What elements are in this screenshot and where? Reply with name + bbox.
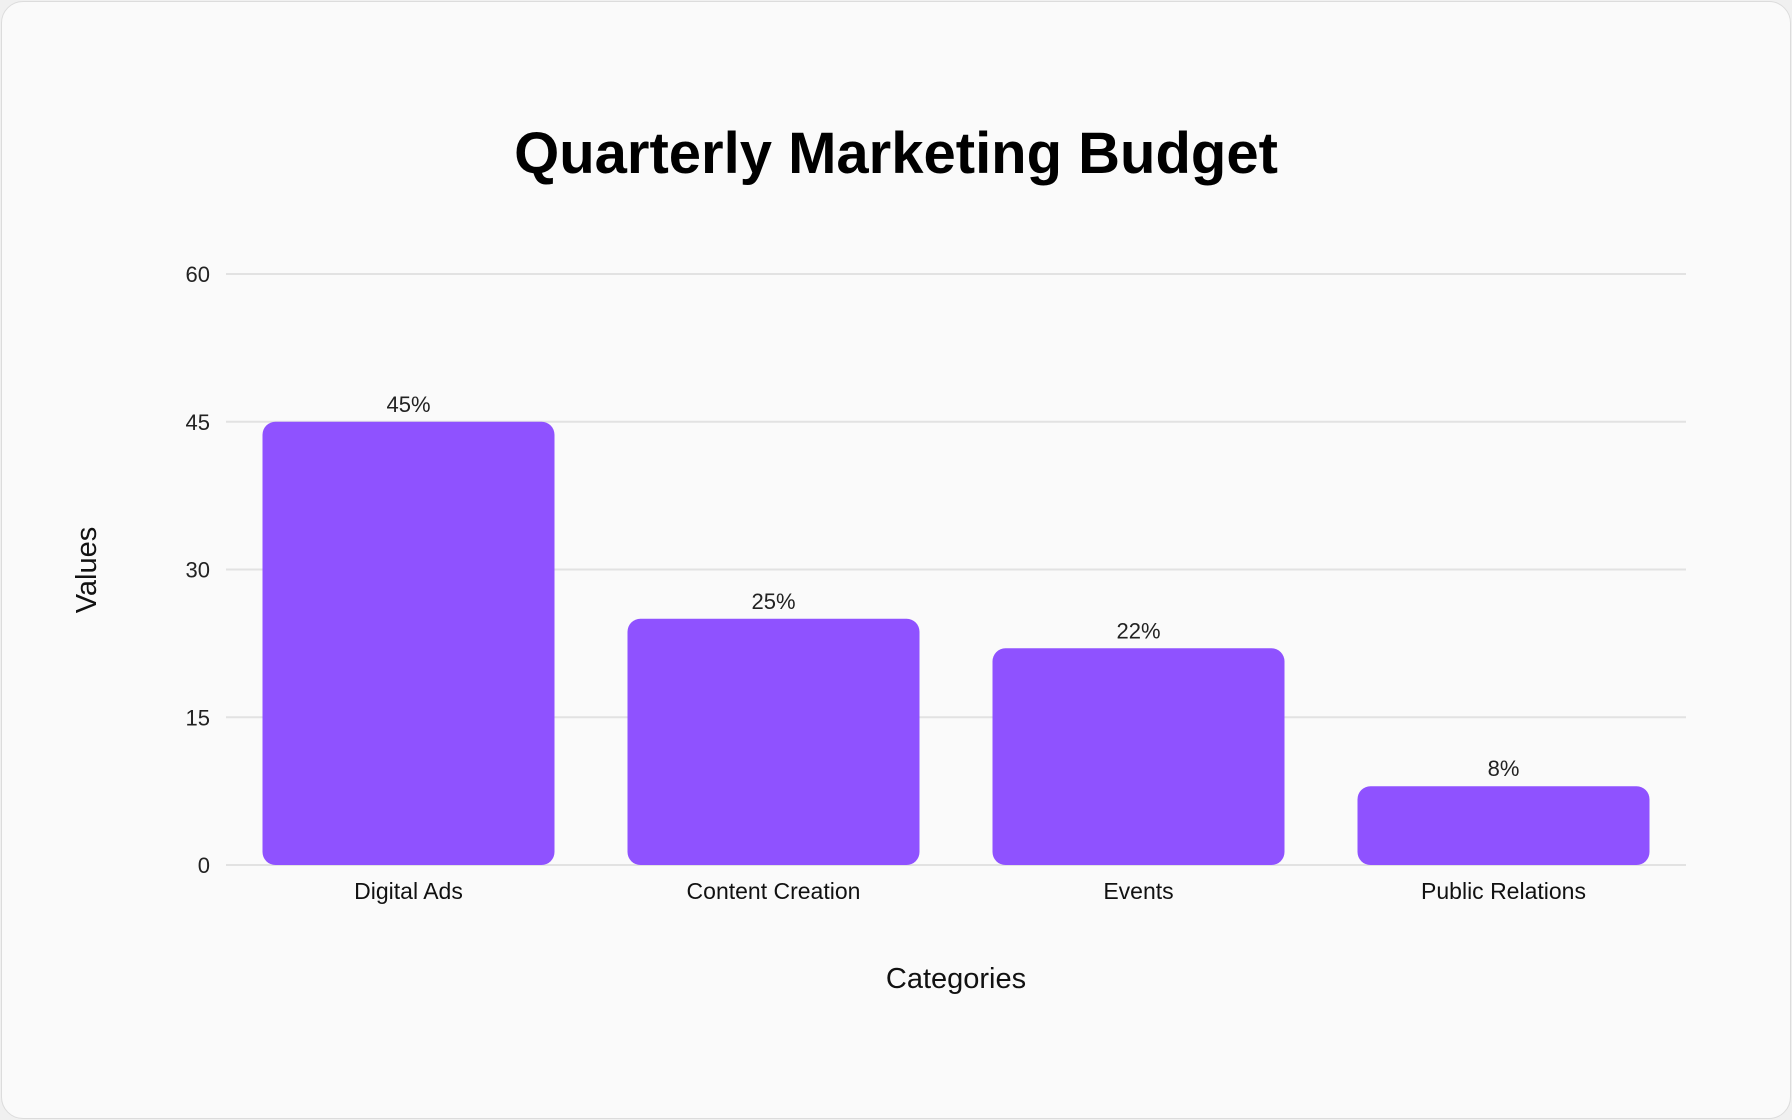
bar	[262, 421, 555, 865]
data-label: 45%	[386, 392, 430, 417]
data-label: 22%	[1116, 618, 1160, 643]
y-tick-label: 15	[186, 705, 210, 730]
y-tick-label: 60	[186, 262, 210, 287]
chart-title: Quarterly Marketing Budget	[514, 121, 1278, 186]
y-tick-label: 0	[198, 853, 210, 878]
bar	[992, 648, 1285, 865]
data-label: 25%	[751, 589, 795, 614]
x-axis-title: Categories	[886, 963, 1026, 995]
bar	[1357, 786, 1650, 865]
x-tick-label: Public Relations	[1421, 878, 1586, 904]
y-tick-label: 45	[186, 410, 210, 435]
data-label: 8%	[1488, 756, 1520, 781]
y-tick-label: 30	[186, 558, 210, 583]
bar	[627, 618, 920, 865]
y-axis-title: Values	[71, 527, 103, 614]
x-tick-label: Events	[1103, 878, 1173, 904]
x-tick-label: Content Creation	[687, 878, 861, 904]
x-tick-label: Digital Ads	[354, 878, 463, 904]
